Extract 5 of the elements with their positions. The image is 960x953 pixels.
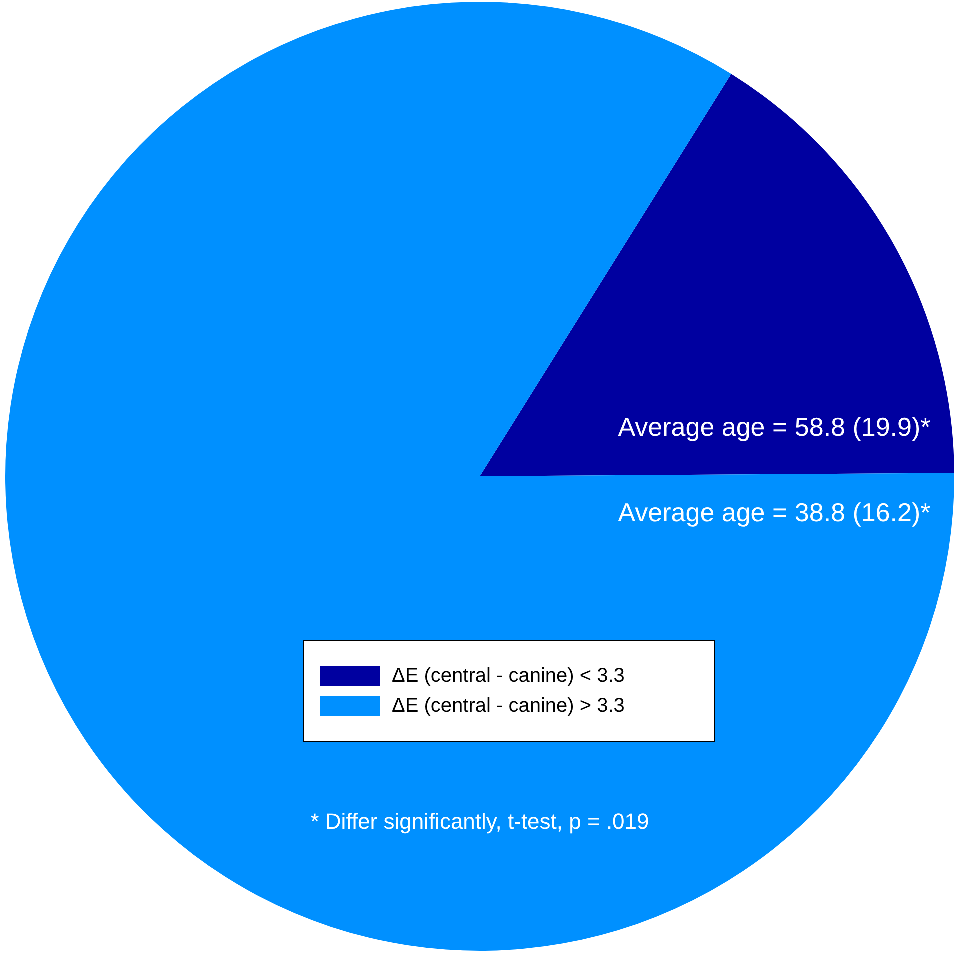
text: Average age = 58.8 (19.9)* — [618, 412, 931, 442]
legend-label: ΔE (central - canine) > 3.3 — [392, 694, 625, 718]
legend-label: ΔE (central - canine) < 3.3 — [392, 664, 625, 688]
text: Average age = 38.8 (16.2)* — [618, 498, 931, 528]
text: * Differ significantly, t-test, p = .019 — [310, 808, 650, 834]
